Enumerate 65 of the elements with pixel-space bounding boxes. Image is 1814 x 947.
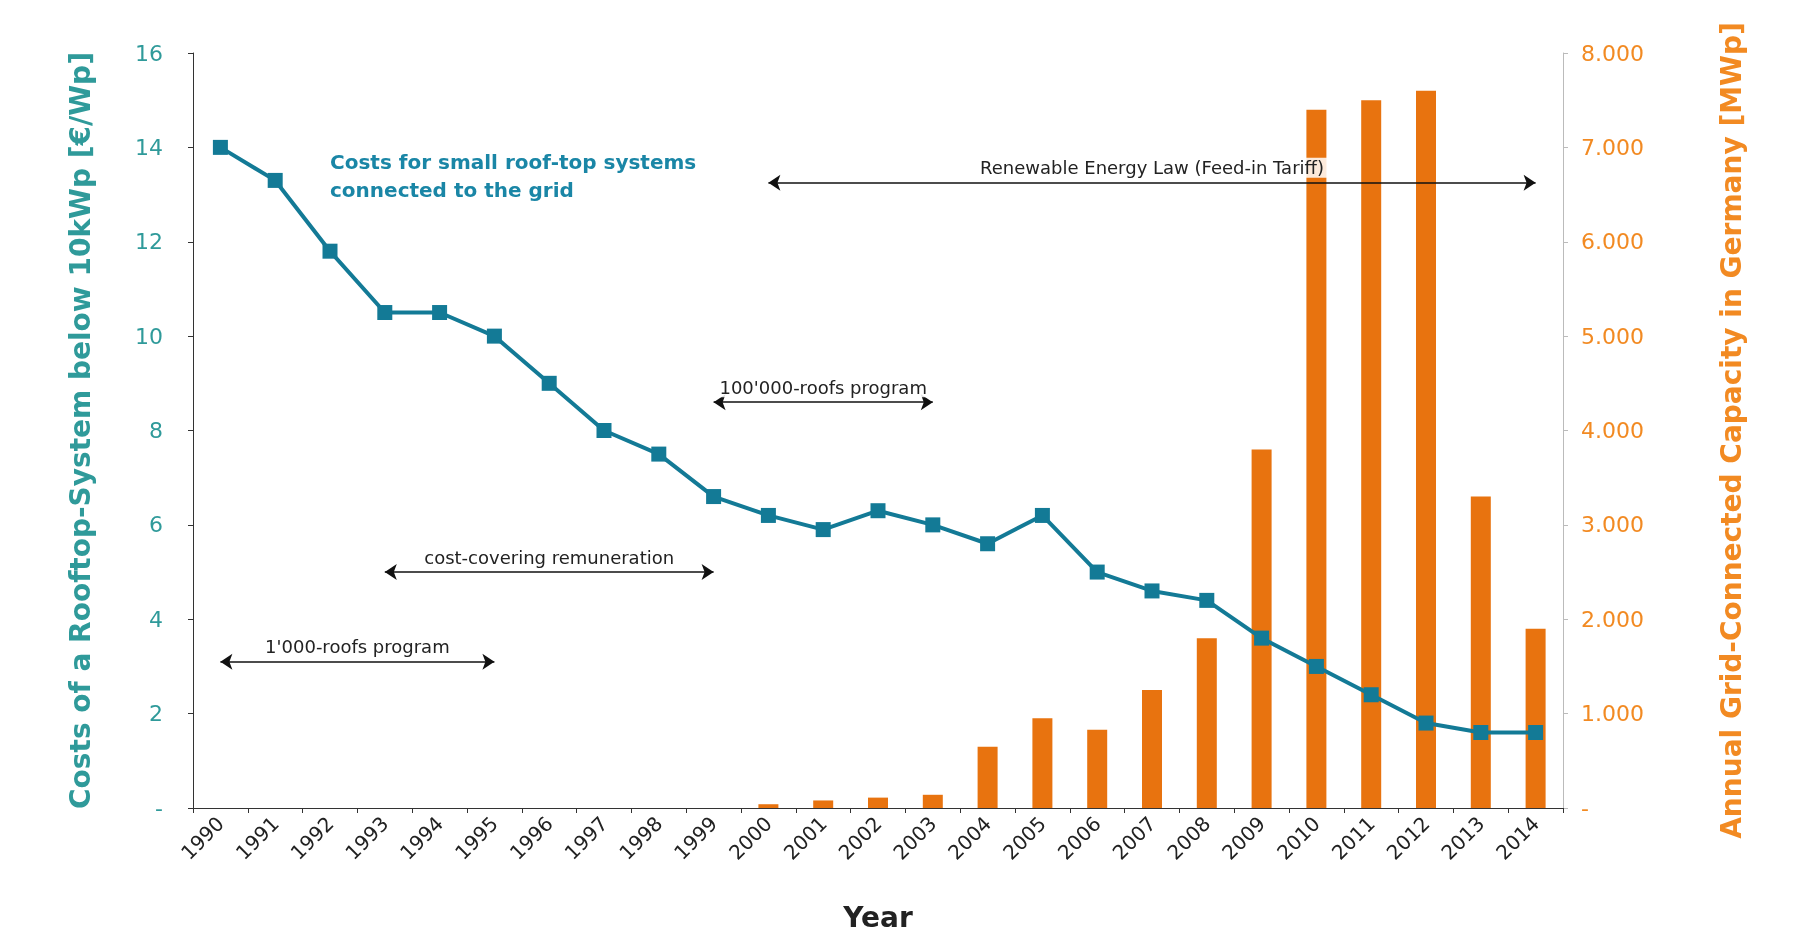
y-axis-title: Costs of a Rooftop-System below 10kWp [€/Wp] xyxy=(63,52,97,809)
point xyxy=(815,522,831,538)
point xyxy=(1144,583,1160,599)
y2-tick-label: 4.000 xyxy=(1581,418,1644,443)
annotation: cost-covering remuneration xyxy=(424,546,675,568)
y-tick-label: 16 xyxy=(135,40,163,66)
point xyxy=(541,375,557,391)
bar xyxy=(868,797,888,808)
bar xyxy=(1361,100,1382,808)
bar xyxy=(758,804,779,808)
point xyxy=(1363,687,1379,703)
y2-tick-label: 1.000 xyxy=(1581,701,1644,727)
y2-tick-label: - xyxy=(1581,795,1589,821)
y2-tick-label: 5.000 xyxy=(1581,323,1644,349)
point xyxy=(1199,592,1215,608)
point xyxy=(1308,658,1324,674)
point xyxy=(212,139,228,155)
bar xyxy=(1032,718,1053,808)
point xyxy=(1034,507,1050,523)
y2-tick-label: 8.000 xyxy=(1581,40,1644,66)
y-tick-label: 4 xyxy=(149,606,163,632)
y-tick-label: - xyxy=(155,795,163,821)
y-tick-label: 6 xyxy=(149,512,163,538)
y2-tick-label: 3.000 xyxy=(1581,512,1644,538)
point xyxy=(1528,725,1544,740)
annotation: 100'000-roofs program xyxy=(719,376,927,398)
point xyxy=(870,503,886,519)
point xyxy=(1418,715,1434,731)
point xyxy=(377,305,393,321)
bar xyxy=(1251,449,1272,808)
y-tick-label: 14 xyxy=(135,134,163,160)
point xyxy=(322,243,338,259)
y-tick-label: 8 xyxy=(149,418,163,443)
y-tick-label: 10 xyxy=(135,323,163,349)
y-tick-label: 12 xyxy=(135,229,163,255)
x-axis-title: Year xyxy=(842,900,913,934)
point xyxy=(1473,725,1489,740)
point xyxy=(486,328,502,344)
bar xyxy=(1087,729,1108,808)
point xyxy=(706,489,722,505)
point xyxy=(1089,564,1105,580)
bar xyxy=(1416,90,1436,808)
y2-tick-label: 6.000 xyxy=(1581,229,1644,255)
annotation: Costs for small roof-top systems connected to the grid xyxy=(330,150,704,202)
point xyxy=(1254,630,1270,646)
annotation: 1'000-roofs program xyxy=(265,636,450,658)
point xyxy=(925,517,941,533)
bar xyxy=(813,800,834,808)
y-tick-label: 2 xyxy=(149,701,163,727)
bar xyxy=(1525,628,1546,808)
y2-tick-label: 2.000 xyxy=(1581,606,1644,632)
y2-axis-title: Annual Grid-Connected Capacity in Germany [MWp] xyxy=(1714,22,1748,839)
point xyxy=(980,536,996,552)
point xyxy=(432,305,448,321)
y2-tick-label: 7.000 xyxy=(1581,134,1644,160)
bar xyxy=(1470,496,1491,808)
bar xyxy=(1196,638,1217,808)
point xyxy=(651,446,667,462)
bar xyxy=(977,746,998,808)
point xyxy=(760,507,776,523)
bar xyxy=(922,794,943,808)
bar xyxy=(1142,690,1162,808)
point xyxy=(596,423,612,438)
annotation: Renewable Energy Law (Feed-in Tariff) xyxy=(980,157,1324,179)
point xyxy=(267,172,283,188)
